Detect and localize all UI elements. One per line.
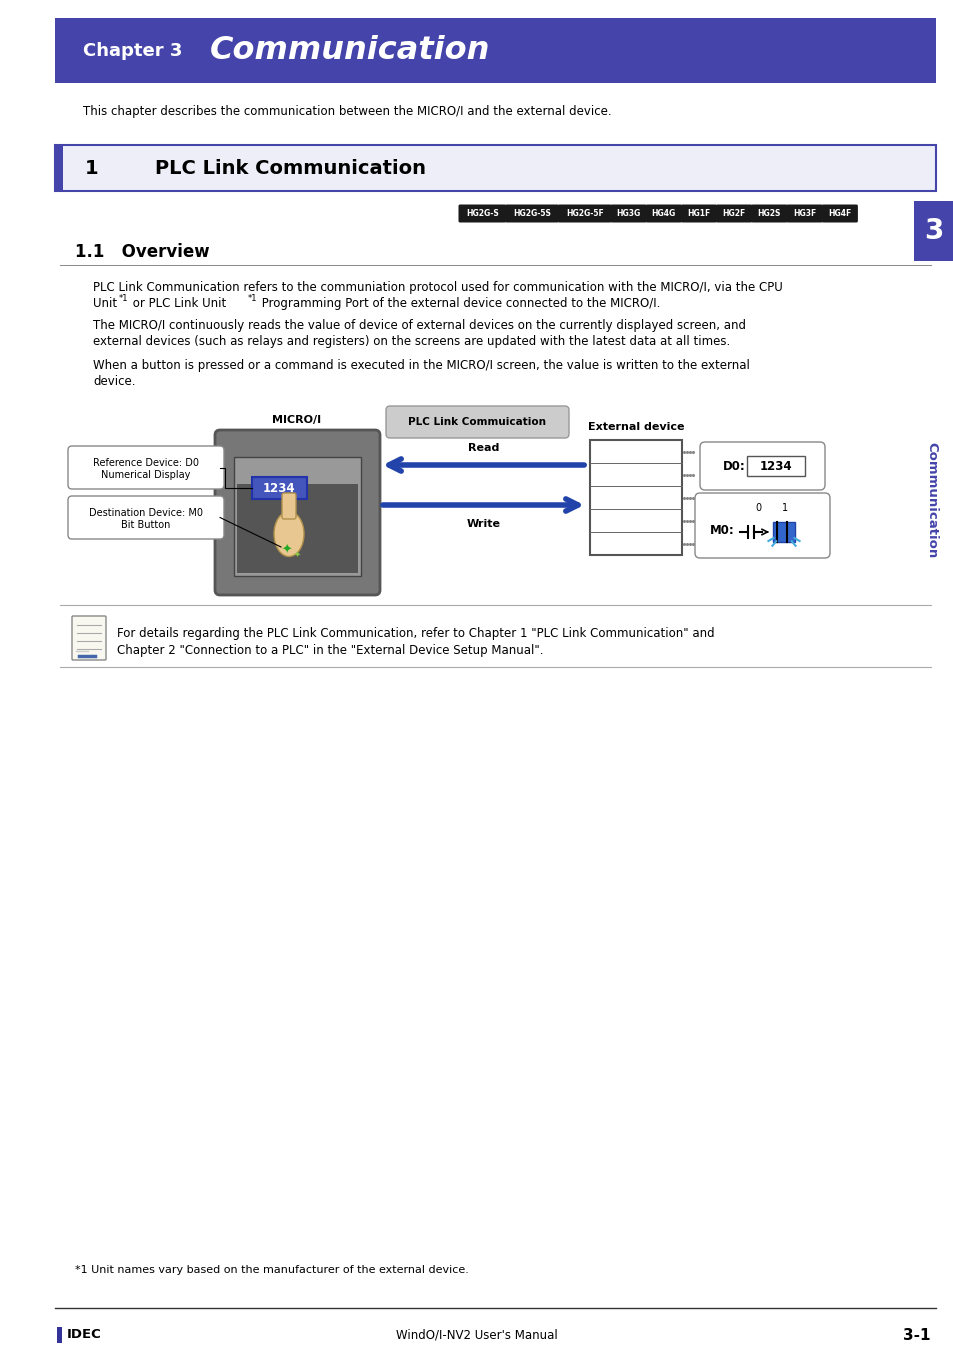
Text: device.: device. <box>92 375 135 387</box>
Text: 0: 0 <box>754 504 760 513</box>
Text: HG3G: HG3G <box>616 208 640 217</box>
Text: PLC Link Communication: PLC Link Communication <box>154 158 426 177</box>
Text: 1.1   Overview: 1.1 Overview <box>75 243 210 261</box>
Bar <box>57 1327 62 1343</box>
Text: or PLC Link Unit: or PLC Link Unit <box>129 297 226 310</box>
FancyBboxPatch shape <box>71 616 106 660</box>
FancyBboxPatch shape <box>645 204 681 223</box>
Text: Chapter 2 "Connection to a PLC" in the "External Device Setup Manual".: Chapter 2 "Connection to a PLC" in the "… <box>117 644 543 657</box>
Text: HG2G-S: HG2G-S <box>465 208 498 217</box>
Text: ✦: ✦ <box>281 544 292 556</box>
Text: Reference Device: D0: Reference Device: D0 <box>92 458 199 467</box>
FancyBboxPatch shape <box>214 431 379 595</box>
FancyBboxPatch shape <box>680 204 717 223</box>
Text: HG2G-5F: HG2G-5F <box>565 208 603 217</box>
Text: HG4G: HG4G <box>651 208 676 217</box>
Bar <box>772 522 794 541</box>
Bar <box>55 144 935 190</box>
FancyBboxPatch shape <box>282 493 295 518</box>
Text: 3-1: 3-1 <box>902 1327 930 1342</box>
Bar <box>55 18 935 82</box>
Text: *1: *1 <box>248 294 257 302</box>
Text: *1: *1 <box>119 294 129 302</box>
FancyBboxPatch shape <box>700 441 824 490</box>
FancyBboxPatch shape <box>716 204 752 223</box>
FancyBboxPatch shape <box>751 204 786 223</box>
Text: IDEC: IDEC <box>67 1328 102 1342</box>
Text: ✦: ✦ <box>294 549 300 559</box>
Text: Destination Device: M0: Destination Device: M0 <box>89 508 203 517</box>
Text: External device: External device <box>587 423 683 432</box>
FancyBboxPatch shape <box>458 204 506 223</box>
Text: PLC Link Commuication: PLC Link Commuication <box>408 417 546 427</box>
Text: Bit Button: Bit Button <box>121 521 171 531</box>
Text: D0:: D0: <box>722 459 745 472</box>
Text: WindO/I-NV2 User's Manual: WindO/I-NV2 User's Manual <box>395 1328 558 1342</box>
Text: This chapter describes the communication between the MICRO/I and the external de: This chapter describes the communication… <box>83 104 611 117</box>
Text: PLC Link Communication refers to the communiation protocol used for communicatio: PLC Link Communication refers to the com… <box>92 281 781 294</box>
Text: HG2S: HG2S <box>757 208 781 217</box>
Bar <box>252 477 307 500</box>
FancyBboxPatch shape <box>386 406 568 437</box>
Text: HG2F: HG2F <box>721 208 745 217</box>
Bar <box>55 144 63 190</box>
Text: Communication: Communication <box>210 35 490 66</box>
Bar <box>233 458 360 576</box>
Text: external devices (such as relays and registers) on the screens are updated with : external devices (such as relays and reg… <box>92 335 729 348</box>
Text: When a button is pressed or a command is executed in the MICRO/I screen, the val: When a button is pressed or a command is… <box>92 359 749 373</box>
Text: 1234: 1234 <box>263 482 295 494</box>
Bar <box>913 201 953 261</box>
FancyBboxPatch shape <box>68 495 224 539</box>
Text: 1234: 1234 <box>759 459 792 472</box>
Text: 1: 1 <box>781 504 787 513</box>
FancyBboxPatch shape <box>68 446 224 489</box>
FancyBboxPatch shape <box>821 204 857 223</box>
Text: HG2G-5S: HG2G-5S <box>513 208 551 217</box>
Ellipse shape <box>274 512 304 556</box>
Text: Unit: Unit <box>92 297 117 310</box>
Text: Write: Write <box>466 518 500 529</box>
Text: HG3F: HG3F <box>792 208 816 217</box>
Text: Numerical Display: Numerical Display <box>101 471 191 481</box>
Text: Chapter 3: Chapter 3 <box>83 42 182 59</box>
Bar <box>236 485 357 572</box>
Text: HG1F: HG1F <box>687 208 710 217</box>
Text: Programming Port of the external device connected to the MICRO/I.: Programming Port of the external device … <box>257 297 659 310</box>
Text: For details regarding the PLC Link Communication, refer to Chapter 1 "PLC Link C: For details regarding the PLC Link Commu… <box>117 626 714 640</box>
Text: The MICRO/I continuously reads the value of device of external devices on the cu: The MICRO/I continuously reads the value… <box>92 319 745 332</box>
Text: Read: Read <box>467 443 498 454</box>
FancyBboxPatch shape <box>558 204 611 223</box>
Text: HG4F: HG4F <box>827 208 850 217</box>
Text: 3: 3 <box>923 217 943 244</box>
Text: *1 Unit names vary based on the manufacturer of the external device.: *1 Unit names vary based on the manufact… <box>75 1265 468 1274</box>
Text: 1: 1 <box>85 158 98 177</box>
Text: MICRO/I: MICRO/I <box>273 414 321 425</box>
FancyBboxPatch shape <box>610 204 646 223</box>
FancyBboxPatch shape <box>695 493 829 558</box>
Text: M0:: M0: <box>709 524 734 537</box>
FancyBboxPatch shape <box>505 204 558 223</box>
Bar <box>746 456 804 477</box>
Bar <box>589 440 681 555</box>
Text: Communication: Communication <box>924 441 938 558</box>
FancyBboxPatch shape <box>785 204 821 223</box>
